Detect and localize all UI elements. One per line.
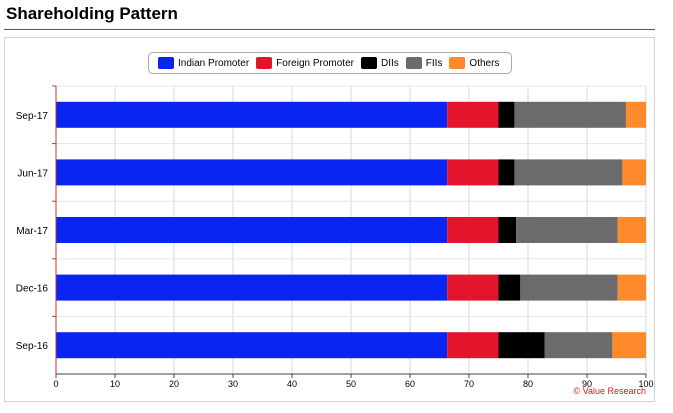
legend-label: Indian Promoter	[178, 57, 250, 69]
legend-label: DIIs	[380, 57, 399, 69]
bar-segment-others[interactable]	[622, 159, 646, 186]
legend-item-fiis[interactable]: FIIs	[405, 57, 443, 69]
bar-segment-foreign-promoter[interactable]	[447, 101, 499, 128]
bar-segment-foreign-promoter[interactable]	[447, 274, 499, 301]
bar-segment-diis[interactable]	[498, 217, 517, 243]
y-tick-label: Sep-17	[16, 111, 49, 122]
bar-segment-others[interactable]	[612, 332, 646, 359]
x-tick-label: 20	[169, 379, 179, 389]
x-tick-label: 70	[464, 379, 474, 389]
bar-segment-others[interactable]	[625, 101, 646, 128]
bar-segment-fiis[interactable]	[544, 332, 613, 359]
bar-segment-indian-promoter[interactable]	[56, 332, 448, 359]
legend-item-others[interactable]: Others	[449, 57, 499, 69]
bar-segment-foreign-promoter[interactable]	[447, 332, 499, 359]
bar-segment-fiis[interactable]	[520, 274, 618, 301]
page-title: Shareholding Pattern	[6, 4, 178, 23]
legend-label: Others	[469, 57, 500, 69]
bar-segment-foreign-promoter[interactable]	[447, 217, 499, 243]
x-tick-label: 40	[287, 379, 297, 389]
legend-label: Foreign Promoter	[276, 57, 354, 69]
x-tick-label: 0	[53, 379, 58, 389]
y-tick-label: Jun-17	[17, 168, 48, 179]
x-tick-label: 80	[523, 379, 533, 389]
bar-segment-diis[interactable]	[498, 159, 515, 186]
bar-segment-others[interactable]	[617, 217, 646, 243]
bar-segment-indian-promoter[interactable]	[56, 101, 448, 128]
y-tick-label: Dec-16	[16, 284, 49, 295]
x-tick-label: 50	[346, 379, 356, 389]
bar-segment-diis[interactable]	[498, 274, 521, 301]
legend-swatch	[158, 57, 174, 69]
bar-segment-fiis[interactable]	[514, 101, 626, 128]
bar-segment-fiis[interactable]	[516, 217, 618, 243]
legend-item-diis[interactable]: DIIs	[360, 57, 399, 69]
y-tick-label: Sep-16	[16, 341, 49, 352]
legend-swatch	[405, 57, 422, 69]
bar-segment-foreign-promoter[interactable]	[447, 159, 499, 186]
bar-segment-others[interactable]	[617, 274, 646, 301]
source-credit: © Value Research	[573, 386, 646, 396]
x-tick-label: 90	[582, 379, 592, 389]
bar-segment-fiis[interactable]	[514, 159, 623, 186]
legend-swatch	[256, 57, 273, 69]
legend-item-indian-promoter[interactable]: Indian Promoter	[158, 57, 249, 69]
x-tick-label: 100	[638, 379, 653, 389]
x-tick-label: 60	[405, 379, 415, 389]
bar-segment-diis[interactable]	[498, 101, 515, 128]
y-tick-label: Mar-17	[16, 226, 48, 237]
x-tick-label: 10	[110, 379, 120, 389]
legend-item-foreign-promoter[interactable]: Foreign Promoter	[256, 57, 354, 69]
chart-frame	[4, 37, 655, 402]
legend-swatch	[360, 57, 377, 69]
bar-segment-diis[interactable]	[498, 332, 545, 359]
chart-legend: Indian Promoter Foreign Promoter DIIs FI…	[148, 52, 512, 74]
bar-segment-indian-promoter[interactable]	[56, 274, 448, 301]
bar-segment-indian-promoter[interactable]	[56, 217, 448, 243]
bar-segment-indian-promoter[interactable]	[56, 159, 448, 186]
legend-label: FIIs	[425, 57, 443, 69]
x-tick-label: 30	[228, 379, 238, 389]
legend-swatch	[449, 57, 466, 69]
title-divider	[4, 29, 655, 30]
